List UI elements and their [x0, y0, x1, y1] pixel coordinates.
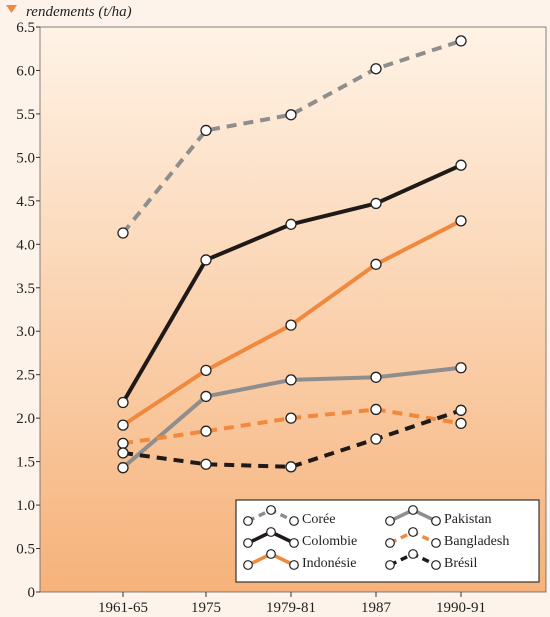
data-point: [370, 197, 382, 210]
data-point: [370, 433, 382, 445]
y-tick-label: 0: [28, 585, 36, 601]
legend-marker: [385, 516, 395, 526]
y-tick-label: 3.5: [16, 281, 35, 297]
legend-marker: [408, 505, 418, 515]
series-line: [122, 407, 462, 446]
y-tick-label: 0.5: [16, 542, 35, 558]
x-tick-label: 1975: [191, 600, 221, 616]
data-point: [117, 447, 129, 459]
data-point: [455, 417, 467, 430]
y-tick-label: 6.5: [16, 20, 35, 36]
data-point: [285, 218, 297, 230]
data-point: [285, 412, 297, 424]
series-Indonésie: [117, 215, 467, 431]
y-axis-title-group: rendements (t/ha): [6, 4, 132, 20]
legend-marker: [289, 538, 299, 548]
legend-label: Corée: [302, 512, 335, 527]
legend-marker: [431, 538, 441, 548]
y-tick-label: 3.0: [16, 324, 35, 340]
y-tick-label: 2.0: [16, 411, 35, 427]
series-Pakistan: [117, 362, 467, 474]
legend-marker: [289, 516, 299, 526]
legend-marker: [243, 516, 253, 526]
legend-item-Pakistan: Pakistan: [385, 505, 491, 527]
data-point: [117, 419, 129, 431]
data-point: [200, 425, 212, 437]
data-point: [370, 371, 382, 383]
series-Colombie: [117, 159, 467, 409]
series-line: [121, 39, 462, 235]
legend-item-Bangladesh: Bangladesh: [385, 527, 509, 549]
legend-marker: [266, 549, 276, 559]
data-point: [285, 109, 297, 121]
series-Corée: [117, 35, 467, 239]
x-tick-label: 1961-65: [98, 600, 148, 616]
legend-marker: [243, 538, 253, 548]
legend-label: Colombie: [302, 534, 357, 549]
legend-marker: [289, 560, 299, 570]
legend-item-Colombie: Colombie: [243, 527, 357, 549]
y-tick-label: 1.0: [16, 498, 35, 514]
series-group: [117, 35, 467, 474]
legend-marker: [266, 505, 276, 515]
y-tick-label: 1.5: [16, 455, 35, 471]
legend-marker: [408, 527, 418, 537]
data-point: [200, 124, 212, 137]
x-tick-label: 1979-81: [266, 600, 316, 616]
x-tick-label: 1990-91: [436, 600, 486, 616]
data-point: [370, 403, 382, 416]
data-point: [200, 254, 212, 266]
data-point: [455, 404, 467, 416]
data-point: [117, 227, 129, 239]
legend-item-Corée: Corée: [243, 505, 335, 527]
y-tick-label: 5.0: [16, 150, 35, 166]
legend-marker: [408, 549, 418, 559]
y-tick-label: 4.0: [16, 237, 35, 253]
data-point: [117, 437, 129, 450]
data-point: [200, 364, 212, 376]
legend: Corée Pakistan Colombie Bangladesh Indonésie…: [235, 499, 540, 583]
legend-marker: [431, 516, 441, 526]
legend-marker: [431, 560, 441, 570]
x-tick-label: 1987: [361, 600, 392, 616]
data-point: [285, 374, 297, 386]
plot-area: [39, 26, 547, 593]
data-point: [285, 319, 297, 331]
data-point: [117, 462, 129, 474]
triangle-marker-icon: [6, 5, 17, 13]
series-line: [122, 408, 462, 469]
y-tick-label: 2.5: [16, 368, 35, 384]
data-point: [370, 258, 382, 270]
y-tick-label: 4.5: [16, 194, 35, 210]
series-Brésil: [117, 404, 467, 473]
legend-item-Brésil: Brésil: [385, 549, 478, 571]
data-point: [455, 159, 467, 171]
data-point: [117, 396, 129, 409]
legend-marker: [266, 527, 276, 537]
data-point: [285, 461, 297, 473]
legend-marker: [385, 560, 395, 570]
data-point: [370, 63, 382, 75]
series-Bangladesh: [117, 403, 467, 450]
data-point: [200, 390, 212, 403]
axes: 0 0.5 1.0 1.5 2.0 2.5 3.0 3.5 4.0 4.5 5.0 5.5 6.0 6.5…: [16, 20, 486, 616]
legend-marker: [243, 560, 253, 570]
y-axis-title: rendements (t/ha): [26, 4, 132, 20]
legend-label: Pakistan: [444, 512, 491, 527]
legend-marker: [385, 538, 395, 548]
legend-label: Indonésie: [302, 556, 356, 571]
legend-item-Indonésie: Indonésie: [243, 549, 356, 571]
y-tick-label: 6.0: [16, 63, 35, 79]
legend-label: Brésil: [444, 556, 478, 571]
legend-label: Bangladesh: [444, 534, 509, 549]
y-tick-label: 5.5: [16, 107, 35, 123]
data-point: [455, 35, 467, 47]
data-point: [200, 458, 212, 470]
data-point: [455, 362, 467, 374]
data-point: [455, 215, 467, 227]
